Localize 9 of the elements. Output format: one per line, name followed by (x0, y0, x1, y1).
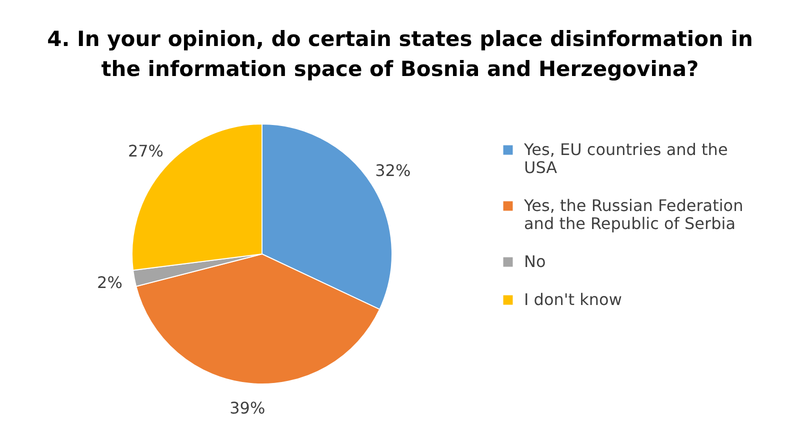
legend-label: No (524, 252, 546, 271)
data-label: 2% (97, 273, 122, 292)
data-label: 32% (375, 160, 411, 180)
data-label: 27% (128, 141, 164, 160)
data-label: 39% (230, 398, 266, 418)
chart-title: 4. In your opinion, do certain states place disinformation in the information space of Bosnia and Herzegovina? (47, 27, 753, 81)
legend-label: Yes, the Russian Federation and the Republic of Serbia (523, 196, 744, 233)
legend-label: Yes, EU countries and the USA (523, 140, 728, 177)
legend-label: I don't know (524, 290, 622, 309)
